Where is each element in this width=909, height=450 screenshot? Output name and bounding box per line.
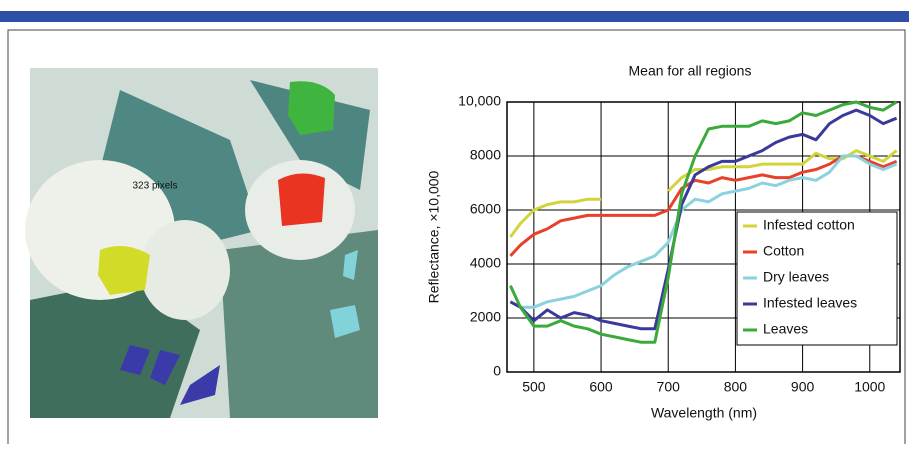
legend-label: Dry leaves: [763, 269, 829, 285]
header-bar: [0, 11, 909, 22]
x-tick-label: 500: [522, 379, 546, 395]
y-tick-label: 6000: [470, 201, 501, 217]
x-tick-label: 1000: [854, 379, 885, 395]
legend-label: Leaves: [763, 321, 808, 337]
figure: 323 pixels Mean for all regions Waveleng…: [0, 0, 909, 445]
x-tick-label: 900: [791, 379, 815, 395]
image-label: 323 pixels: [132, 181, 177, 192]
y-tick-label: 2000: [470, 309, 501, 325]
chart-title: Mean for all regions: [629, 63, 752, 79]
y-tick-label: 10,000: [458, 93, 501, 109]
y-axis-label: Reflectance, ×10,000: [426, 170, 442, 303]
photo: 323 pixels: [25, 68, 378, 418]
y-tick-label: 8000: [470, 147, 501, 163]
x-tick-label: 600: [589, 379, 613, 395]
y-tick-label: 4000: [470, 255, 501, 271]
y-tick-label: 0: [493, 363, 501, 379]
legend-label: Cotton: [763, 243, 804, 259]
legend-label: Infested leaves: [763, 295, 857, 311]
x-tick-label: 700: [657, 379, 681, 395]
x-tick-label: 800: [724, 379, 748, 395]
legend-label: Infested cotton: [763, 217, 855, 233]
x-axis-label: Wavelength (nm): [651, 405, 757, 421]
